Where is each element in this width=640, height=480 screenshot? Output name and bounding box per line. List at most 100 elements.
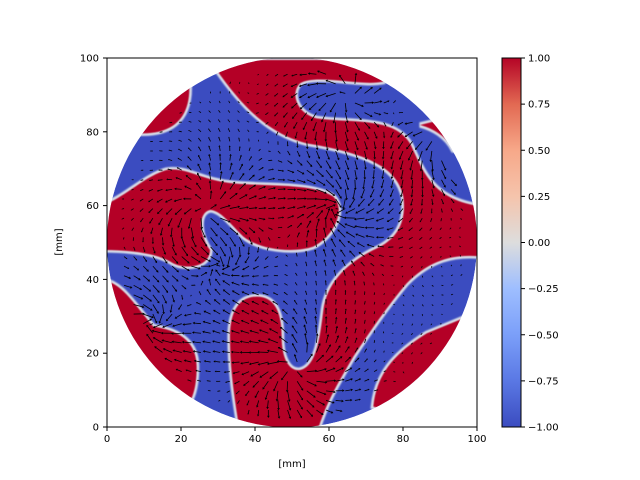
quiver-arrow (240, 361, 250, 365)
quiver-arrow (267, 410, 270, 418)
quiver-arrow (430, 256, 433, 259)
quiver-arrow (181, 265, 190, 272)
quiver-arrow (315, 289, 317, 295)
quiver-arrow (401, 352, 404, 355)
quiver-arrow (450, 274, 453, 277)
quiver-arrow (218, 136, 221, 142)
quiver-arrow (258, 148, 261, 152)
quiver-arrow (255, 112, 259, 114)
quiver-arrow (160, 331, 173, 335)
quiver-arrow (335, 160, 341, 170)
quiver-arrow (173, 358, 182, 363)
quiver-arrow (325, 204, 336, 209)
quiver-arrow (296, 222, 302, 229)
quiver-arrow (282, 83, 288, 87)
quiver-arrow (200, 264, 211, 268)
quiver-arrow (143, 313, 154, 319)
quiver-arrow (293, 308, 298, 315)
quiver-arrow (370, 263, 375, 267)
quiver-arrow (266, 400, 269, 410)
quiver-arrow (213, 360, 221, 363)
quiver-arrow (325, 198, 337, 204)
quiver-arrow (344, 131, 349, 142)
quiver-arrow (167, 168, 173, 171)
quiver-arrow (372, 272, 375, 276)
quiver-arrow (192, 350, 202, 353)
quiver-arrow (374, 389, 379, 392)
quiver-arrow (439, 323, 442, 325)
quiver-arrow (450, 179, 457, 187)
quiver-arrow (277, 216, 285, 219)
quiver-arrow (157, 179, 163, 182)
quiver-arrow (276, 360, 288, 363)
quiver-arrow (178, 304, 183, 310)
quiver-arrow (209, 190, 213, 199)
quiver-arrow (229, 246, 234, 258)
quiver-arrow (306, 179, 316, 185)
quiver-arrow (402, 323, 404, 326)
quiver-arrow (331, 248, 337, 257)
quiver-arrow (316, 70, 327, 75)
quiver-arrow (133, 265, 140, 271)
quiver-arrow (439, 256, 442, 258)
quiver-arrow (268, 186, 276, 190)
quiver-arrow (296, 371, 303, 378)
quiver-arrow (431, 189, 435, 198)
quiver-arrow (316, 354, 324, 363)
quiver-arrow (324, 131, 328, 142)
quiver-arrow (212, 350, 221, 353)
quiver-arrow (410, 198, 414, 206)
quiver-arrow (133, 246, 136, 251)
quiver-arrow (271, 309, 279, 315)
quiver-arrow (391, 332, 394, 334)
quiver-arrow (375, 217, 384, 222)
quiver-arrow (227, 119, 231, 123)
quiver-arrow (325, 179, 335, 188)
quiver-arrow (364, 226, 375, 230)
quiver-arrow (310, 112, 317, 122)
quiver-arrow (364, 388, 370, 392)
quiver-arrow (431, 284, 434, 287)
quiver-arrow (421, 179, 424, 189)
quiver-arrow (363, 170, 367, 180)
x-axis: 0 20 40 60 80 100 (104, 427, 487, 445)
quiver-arrow (140, 217, 144, 223)
quiver-arrow (222, 289, 231, 296)
quiver-arrow (296, 232, 300, 238)
quiver-arrow (383, 321, 385, 324)
quiver-arrow (303, 324, 308, 334)
quiver-arrow (459, 254, 462, 257)
quiver-arrow (400, 189, 404, 198)
quiver-arrow (187, 218, 192, 230)
quiver-arrow (383, 112, 389, 115)
quiver-arrow (325, 169, 333, 179)
quiver-arrow (305, 271, 308, 276)
quiver-arrow (258, 167, 264, 171)
quiver-arrow (421, 304, 424, 307)
quiver-arrow (277, 236, 281, 239)
quiver-arrow (368, 253, 375, 257)
quiver-arrow (123, 275, 132, 279)
quiver-arrow (248, 184, 256, 190)
quiver-arrow (195, 302, 202, 305)
quiver-arrow (182, 349, 192, 353)
quiver-arrow (247, 92, 250, 94)
quiver-arrow (316, 409, 324, 416)
quiver-arrow (183, 208, 192, 215)
quiver-arrow (325, 344, 331, 353)
quiver-arrow (383, 350, 385, 353)
quiver-arrow (354, 179, 357, 191)
quiver-arrow (258, 237, 262, 243)
quiver-arrow (404, 121, 413, 125)
quiver-arrow (284, 264, 288, 267)
quiver-arrow (262, 283, 269, 286)
quiver-arrow (212, 330, 221, 334)
colorbar-tick-label: −0.50 (528, 330, 559, 341)
quiver-arrow (354, 141, 359, 151)
quiver-arrow (393, 361, 395, 363)
quiver-arrow (191, 237, 197, 248)
quiver-arrow (429, 246, 433, 249)
quiver-arrow (318, 102, 327, 112)
quiver-arrow (199, 101, 202, 104)
quiver-arrow (143, 284, 152, 292)
